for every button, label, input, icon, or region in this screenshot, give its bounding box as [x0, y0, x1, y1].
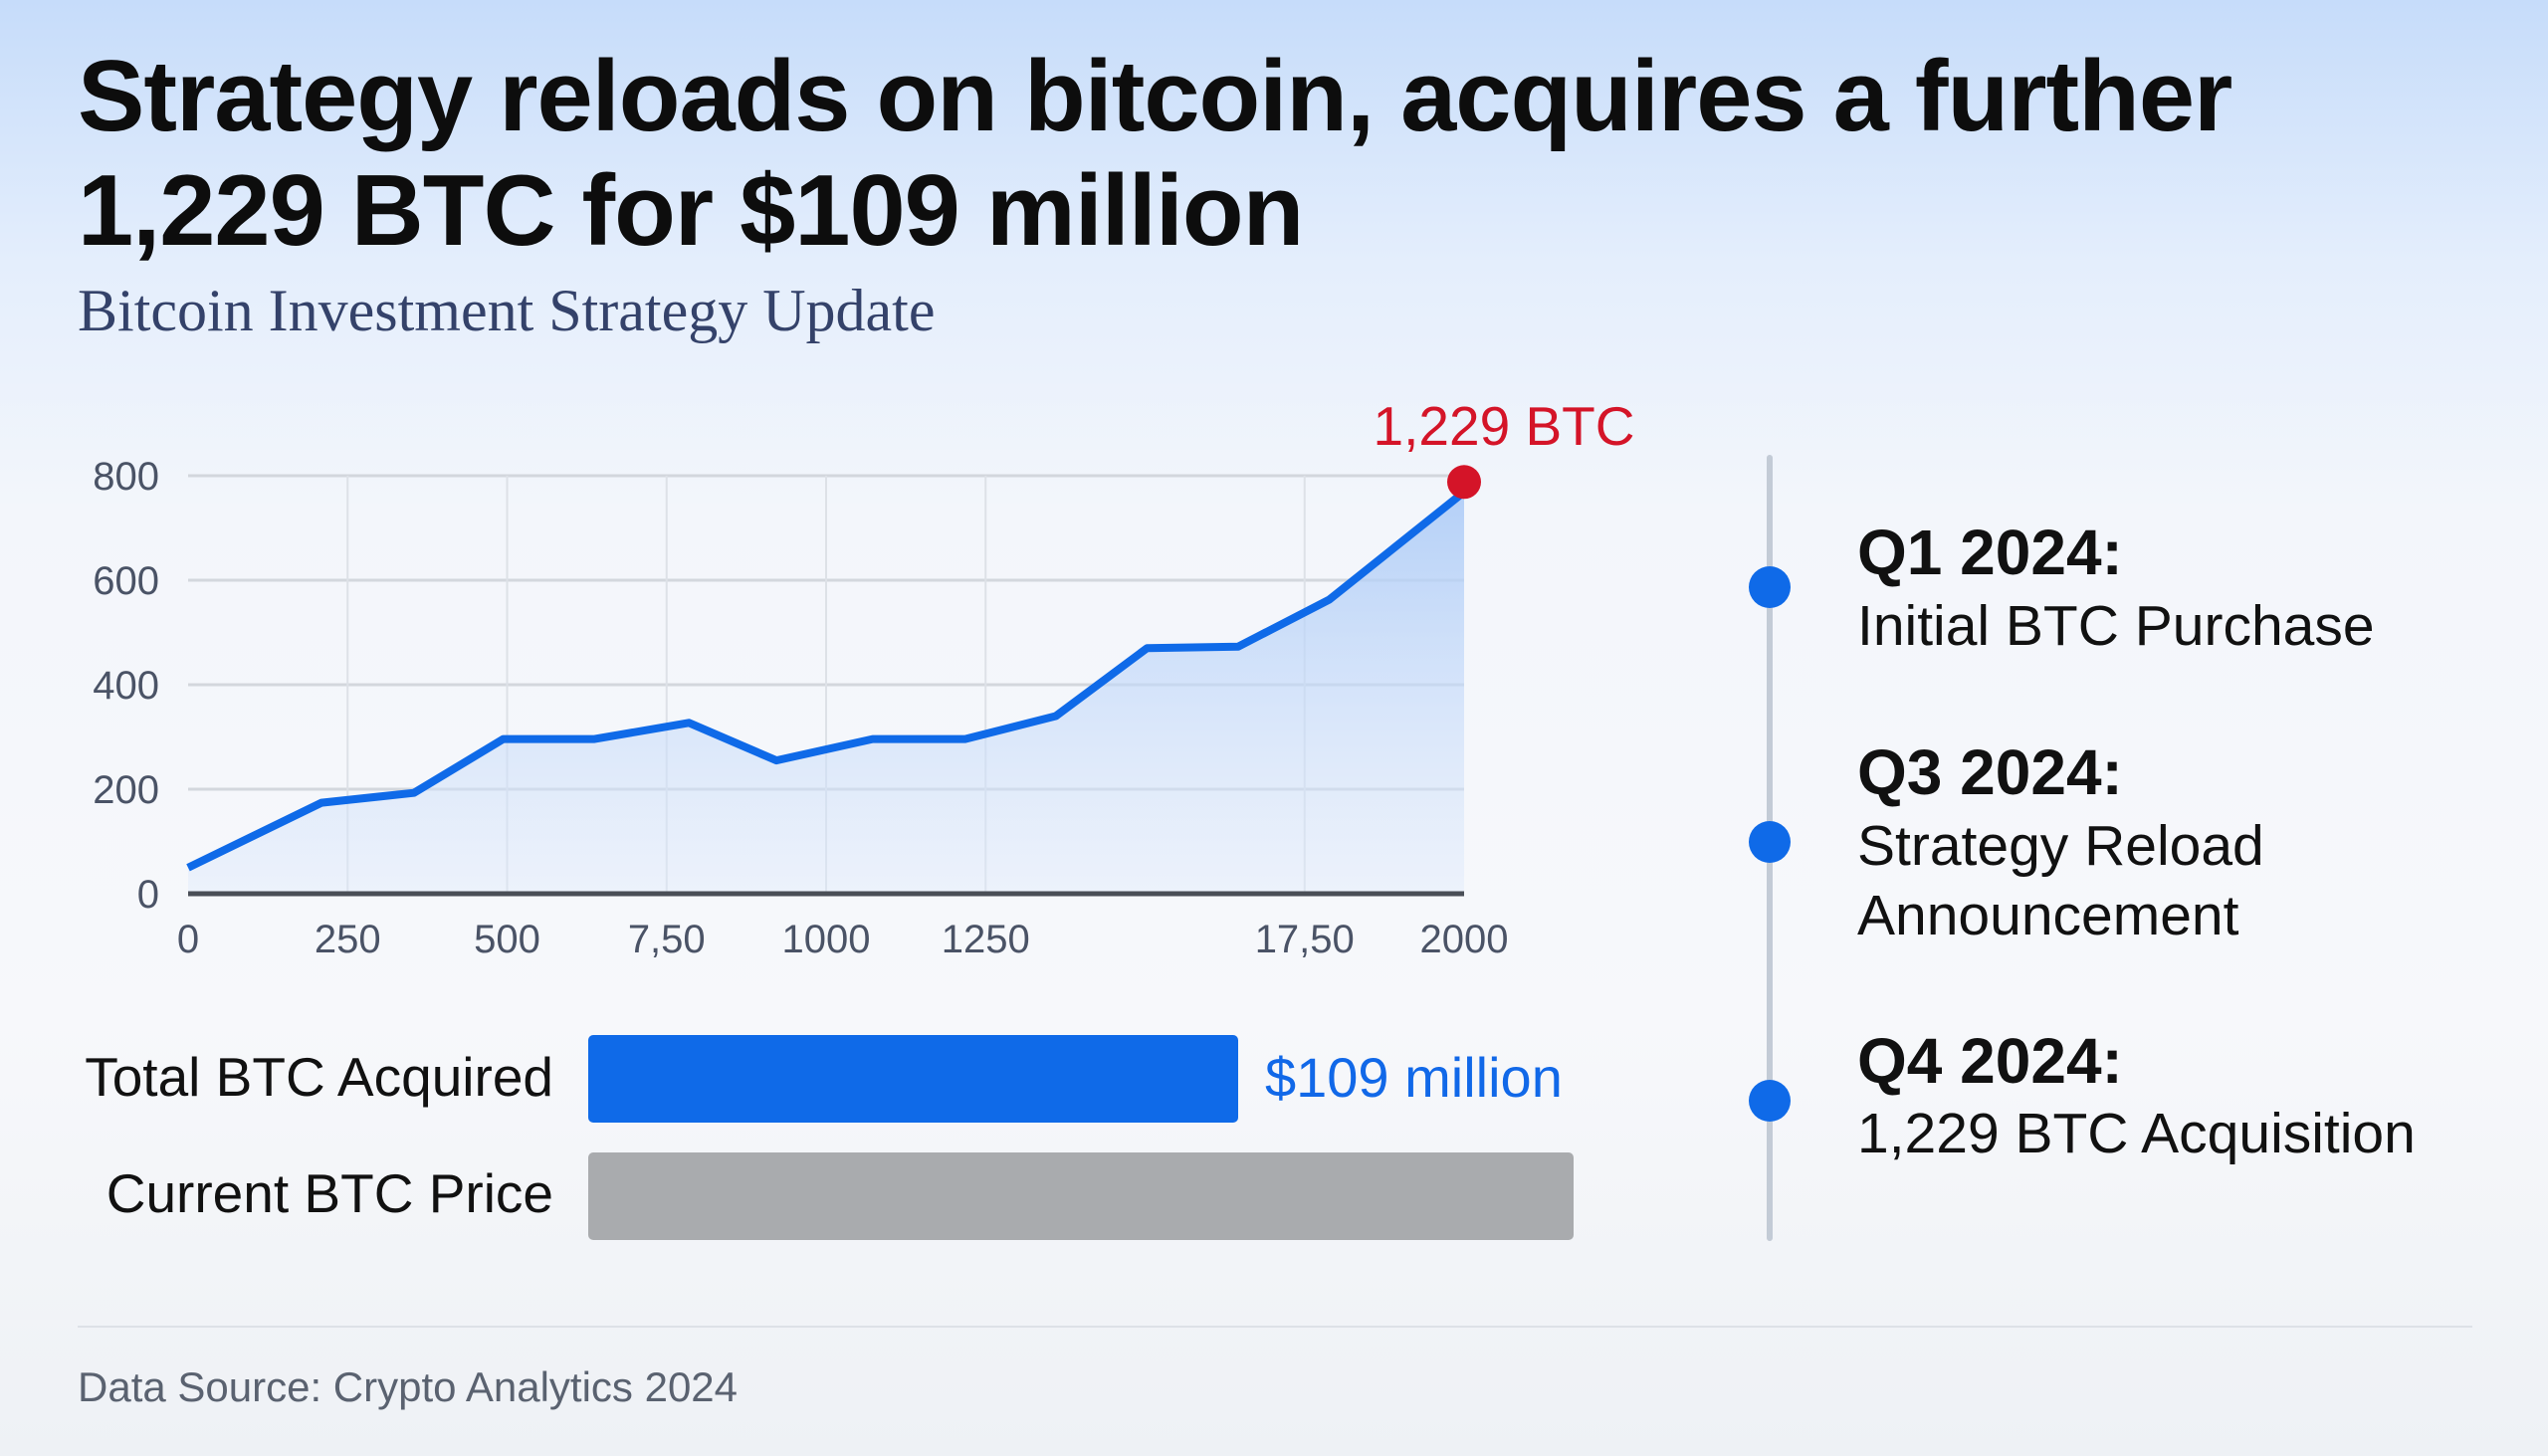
- x-tick-label: 250: [315, 918, 381, 961]
- y-tick-label: 200: [93, 768, 159, 812]
- timeline-period-q3: Q3 2024:: [1857, 736, 2123, 808]
- x-tick-label: 17,50: [1255, 918, 1355, 961]
- data-source: Data Source: Crypto Analytics 2024: [78, 1363, 739, 1410]
- bar-label-current-price: Current BTC Price: [106, 1162, 553, 1224]
- page-title: Strategy reloads on bitcoin, acquires a …: [78, 41, 2232, 267]
- x-tick-label: 2000: [1420, 918, 1509, 961]
- x-tick-label: 1000: [782, 918, 871, 961]
- y-tick-label: 600: [93, 559, 159, 603]
- chart-series-line: [186, 489, 1467, 872]
- x-tick-label: 1250: [942, 918, 1030, 961]
- x-tick-label: 500: [474, 918, 540, 961]
- footer-divider: [78, 1326, 2472, 1328]
- y-tick-label: 400: [93, 664, 159, 708]
- highlight-point: [1447, 465, 1481, 500]
- bar-current-btc-price: [588, 1152, 1574, 1240]
- timeline-desc-q3-line1: Strategy Reload: [1857, 814, 2264, 878]
- x-tick-label: 0: [177, 918, 199, 961]
- timeline-period-q4: Q4 2024:: [1857, 1025, 2123, 1097]
- y-tick-label: 800: [93, 455, 159, 499]
- timeline-desc-q3-line2: Announcement: [1857, 884, 2239, 947]
- line-chart: 0 200 400 600 800 0 250 500 7,50 1000 1250 17,50 200…: [93, 395, 1635, 961]
- bar-label-total-btc: Total BTC Acquired: [85, 1046, 553, 1108]
- timeline-desc-q1: Initial BTC Purchase: [1857, 594, 2375, 658]
- timeline-dot: [1749, 821, 1791, 863]
- y-tick-label: 0: [137, 873, 159, 917]
- timeline-dot: [1749, 566, 1791, 608]
- bar-total-btc-acquired: [588, 1035, 1239, 1123]
- timeline-desc-q4: 1,229 BTC Acquisition: [1857, 1102, 2416, 1165]
- bar-value-total-btc: $109 million: [1265, 1046, 1563, 1109]
- subtitle: Bitcoin Investment Strategy Update: [78, 278, 936, 343]
- chart-area-fill: [188, 492, 1464, 894]
- highlight-annotation: 1,229 BTC: [1374, 395, 1635, 457]
- x-tick-label: 7,50: [628, 918, 706, 961]
- timeline-dot: [1749, 1080, 1791, 1122]
- timeline-period-q1: Q1 2024:: [1857, 517, 2123, 588]
